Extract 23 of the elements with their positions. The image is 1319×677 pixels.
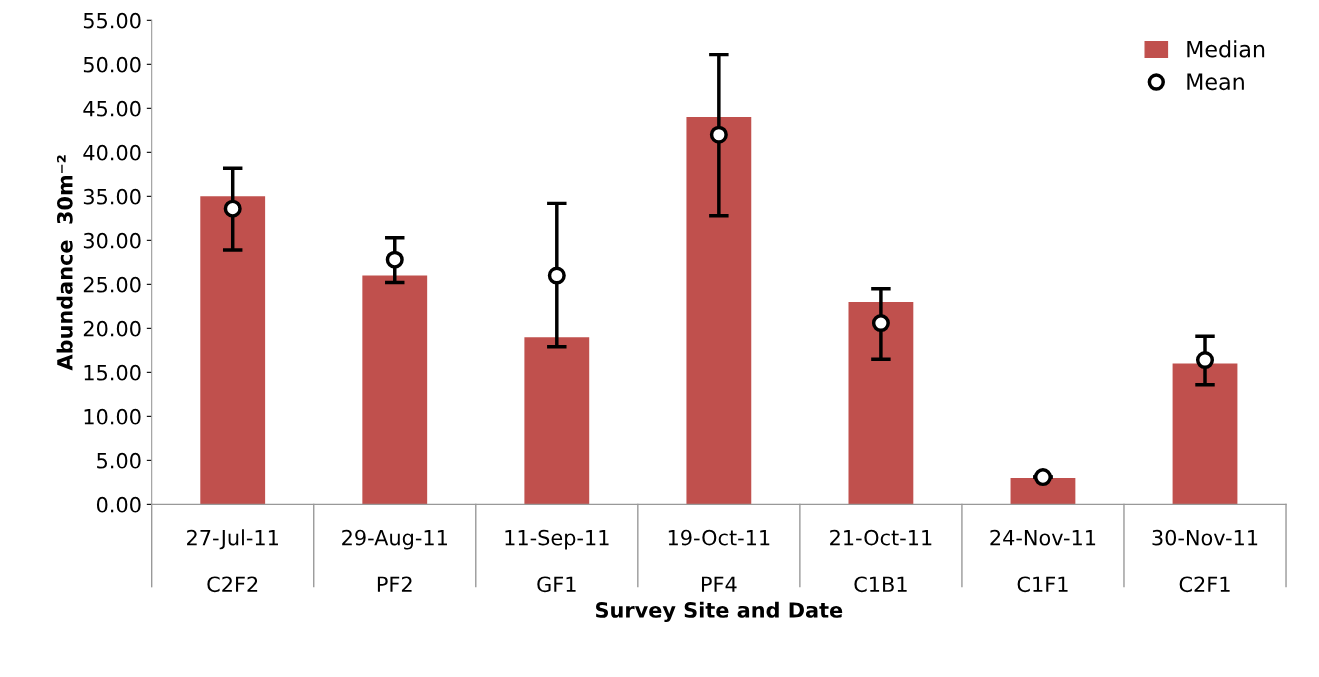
y-tick-label: 0.00 [96, 496, 141, 513]
y-tick-label: 55.00 [83, 12, 141, 29]
y-tick-label: 50.00 [83, 56, 141, 73]
category-label: 11-Sep-11 GF1 [505, 529, 609, 593]
category-label: 21-Oct-11 C1B1 [830, 529, 932, 593]
y-axis-title: Abundance 30m⁻² [56, 155, 73, 371]
category-label: 19-Oct-11 PF4 [668, 529, 770, 592]
category-label: 24-Nov-11 C1F1 [990, 529, 1096, 593]
category-label: 29-Aug-11 PF2 [342, 529, 447, 592]
category-label: 27-Jul-11 C2F2 [187, 529, 278, 593]
y-tick-label: 10.00 [84, 408, 141, 425]
y-tick-label: 25.00 [83, 276, 141, 293]
y-tick-label: 35.00 [83, 188, 141, 205]
y-tick-label: 30.00 [83, 232, 141, 249]
legend-label: Mean [1187, 73, 1244, 91]
x-axis-title: Survey Site and Date [596, 601, 843, 623]
y-tick-label: 40.00 [83, 144, 141, 161]
category-label: 30-Nov-11 C2F1 [1152, 529, 1258, 593]
y-tick-label: 45.00 [83, 100, 141, 117]
y-tick-label: 20.00 [83, 320, 141, 337]
y-tick-label: 5.00 [97, 452, 141, 469]
y-tick-label: 15.00 [84, 364, 141, 381]
legend-label: Median [1187, 40, 1265, 58]
